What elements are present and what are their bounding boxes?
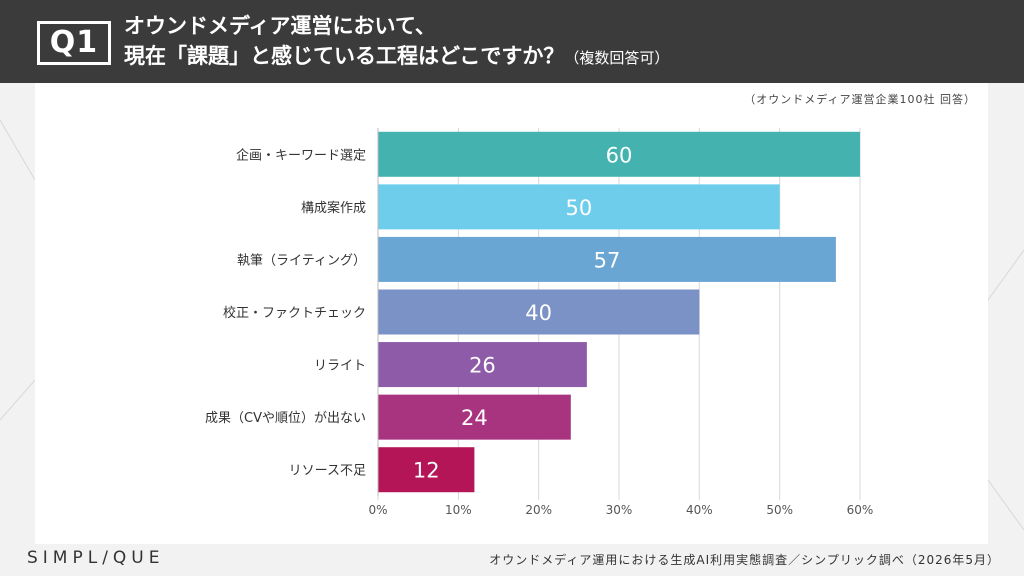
bar [378,447,475,493]
bar [378,289,700,335]
bar-value-label: 50 [565,196,592,220]
bar [378,131,860,177]
x-tick-label: 0% [368,503,387,517]
simplique-logo: SIMPL/QUE [27,548,165,568]
question-title-line1: オウンドメディア運営において、 [124,14,436,38]
category-label: 執筆（ライティング） [237,252,366,268]
category-label: リライト [314,359,366,374]
category-label: リソース不足 [289,464,366,479]
question-title-text: 現在「課題」と感じている工程はどこですか？ [124,44,565,68]
bar-value-label: 40 [525,301,552,325]
bar-value-label: 57 [594,248,621,272]
x-tick-label: 40% [686,503,713,517]
category-label: 成果（CVや順位）が出ない [205,411,366,426]
bar [378,184,780,230]
bar [378,342,587,388]
bar-chart: 0% 10% 20% 30% 40% 50% 60% 60 企画・キーワード選定 50 構成案作成 5… [205,128,874,517]
chart-panel: （オウンドメディア運営企業100社 回答） 0% 10% 20% 30% 40% 50% 6… [35,83,988,544]
category-label: 校正・ファクトチェック [223,305,366,321]
question-badge: Q1 [37,21,111,65]
bar-value-label: 12 [413,459,440,483]
bar-value-label: 26 [469,354,496,378]
bar-value-label: 60 [606,143,633,167]
category-label: 企画・キーワード選定 [236,147,366,163]
bar-value-label: 24 [461,406,488,430]
bar [378,236,836,282]
respondents-note: （オウンドメディア運営企業100社 回答） [744,93,976,106]
header-bar: Q1 オウンドメディア運営において、 現在「課題」と感じている工程はどこですか？… [0,0,1024,83]
x-tick-label: 30% [606,503,633,517]
x-tick-label: 10% [445,503,472,517]
x-tick-label: 50% [766,503,793,517]
survey-source: オウンドメディア運用における生成AI利用実態調査／シンプリック調べ（2026年5… [489,553,1000,567]
category-label: 構成案作成 [301,201,366,216]
question-title-line2: 現在「課題」と感じている工程はどこですか？（複数回答可） [124,43,669,71]
x-tick-label: 60% [847,503,874,517]
question-title-note: （複数回答可） [564,49,670,67]
x-tick-label: 20% [525,503,552,517]
bar [378,394,571,440]
